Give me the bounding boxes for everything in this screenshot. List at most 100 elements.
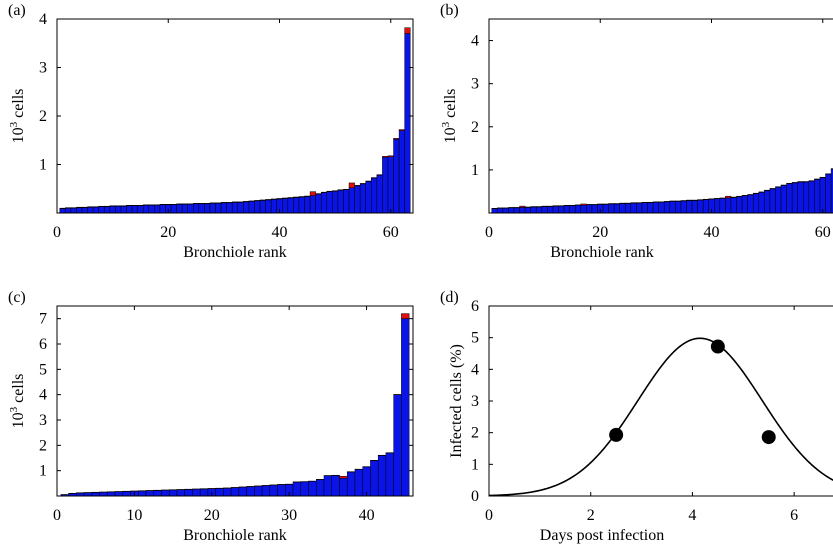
bar-total xyxy=(98,206,105,214)
y-tick-label: 1 xyxy=(471,456,479,473)
bar-total xyxy=(647,202,654,214)
bar-total xyxy=(176,489,185,497)
bar-total xyxy=(204,203,211,214)
y-tick-label: 2 xyxy=(39,108,47,125)
x-tick-label: 2 xyxy=(587,507,595,524)
bar-total xyxy=(652,201,659,214)
bar-total xyxy=(362,466,371,497)
y-tick-label: 3 xyxy=(471,393,479,410)
bar-total xyxy=(563,205,570,214)
bar-total xyxy=(613,203,620,214)
x-tick-label: 0 xyxy=(53,224,61,241)
bar-total xyxy=(808,180,815,214)
bar-total xyxy=(259,200,266,214)
bar-total xyxy=(114,491,124,497)
x-axis-label: Days post infection xyxy=(540,527,664,544)
bar-total xyxy=(343,189,350,214)
bar-infected xyxy=(404,27,411,34)
y-tick-label: 4 xyxy=(471,33,479,50)
bar-total xyxy=(261,485,271,497)
bar-total xyxy=(502,208,509,214)
bar-infected xyxy=(382,156,389,158)
bar-total xyxy=(142,204,150,214)
bar-total xyxy=(741,195,748,214)
bar-total xyxy=(602,204,609,214)
bar-total xyxy=(59,208,66,214)
bar-total xyxy=(193,203,200,214)
bar-total xyxy=(137,205,144,214)
bar-total xyxy=(181,204,188,214)
bar-total xyxy=(282,198,289,214)
bar-total xyxy=(223,487,232,497)
bar-total xyxy=(192,488,201,497)
bar-total xyxy=(513,207,520,214)
bar-total xyxy=(404,33,411,214)
bar-infected xyxy=(387,155,394,157)
bar-total xyxy=(270,199,277,214)
x-tick-label: 6 xyxy=(790,507,798,524)
bar-total xyxy=(215,488,224,497)
y-tick-label: 0 xyxy=(471,488,479,505)
bar-total xyxy=(209,203,216,214)
panel-label: (d) xyxy=(440,289,459,306)
y-tick-label: 7 xyxy=(39,311,47,328)
bar-total xyxy=(320,192,328,214)
panel-label: (a) xyxy=(8,2,26,19)
bar-total xyxy=(558,205,565,214)
bar-total xyxy=(591,204,598,214)
y-tick-label: 1 xyxy=(39,463,47,480)
x-tick-label: 20 xyxy=(592,224,608,241)
bar-total xyxy=(107,491,116,497)
bar-total xyxy=(497,208,504,214)
y-tick-label: 2 xyxy=(39,437,47,454)
bar-total xyxy=(574,204,582,214)
bar-total xyxy=(99,491,108,497)
bar-total xyxy=(254,200,261,214)
x-tick-label: 30 xyxy=(281,507,297,524)
bar-infected xyxy=(725,195,732,199)
bar-total xyxy=(331,475,340,497)
panel-a: (a) 0 20 40 60 1 2 3 4 Bronchiole rank 103 cells xyxy=(8,2,414,261)
bar-total xyxy=(370,460,379,497)
y-tick-label: 3 xyxy=(39,60,47,77)
bar-total xyxy=(702,199,709,214)
bar-total xyxy=(736,196,743,214)
bar-total xyxy=(663,201,671,214)
bar-total xyxy=(387,156,394,214)
bar-total xyxy=(719,198,726,214)
bar-total xyxy=(803,181,810,214)
y-tick-label: 1 xyxy=(39,157,47,174)
bar-total xyxy=(148,204,155,214)
panel-c: (c) 0 10 20 30 40 1 2 3 4 5 6 7 Bronchiole rank 103 ce… xyxy=(8,289,414,544)
panel-label: (c) xyxy=(8,289,26,306)
bar-total xyxy=(238,486,247,497)
bar-total xyxy=(797,181,804,214)
bar-total xyxy=(346,471,356,497)
bar-total xyxy=(92,206,99,214)
bar-infected xyxy=(401,313,410,319)
bar-total xyxy=(115,205,122,214)
bar-total xyxy=(122,491,131,497)
panel-b: (b) 0 20 40 60 1 2 3 4 Bronchiole rank 103 cells xyxy=(440,2,833,261)
bar-total xyxy=(315,193,322,214)
x-tick-label: 40 xyxy=(359,507,375,524)
bar-total xyxy=(636,202,643,214)
x-tick-label: 40 xyxy=(704,224,720,241)
bar-total xyxy=(198,203,205,214)
bar-total xyxy=(401,318,410,497)
bar-total xyxy=(365,181,372,214)
bar-total xyxy=(308,481,317,497)
bar-total xyxy=(625,203,632,214)
x-tick-label: 4 xyxy=(688,507,696,524)
bar-total xyxy=(237,202,244,214)
bar-total xyxy=(298,196,305,214)
bar-infected xyxy=(393,138,400,140)
bar-total xyxy=(769,188,776,214)
bar-total xyxy=(120,205,127,214)
bar-total xyxy=(220,202,227,214)
bar-total xyxy=(265,199,272,214)
bar-total xyxy=(675,201,682,214)
x-tick-label: 60 xyxy=(815,224,831,241)
y-tick-label: 4 xyxy=(39,11,47,28)
bar-total xyxy=(359,183,366,214)
